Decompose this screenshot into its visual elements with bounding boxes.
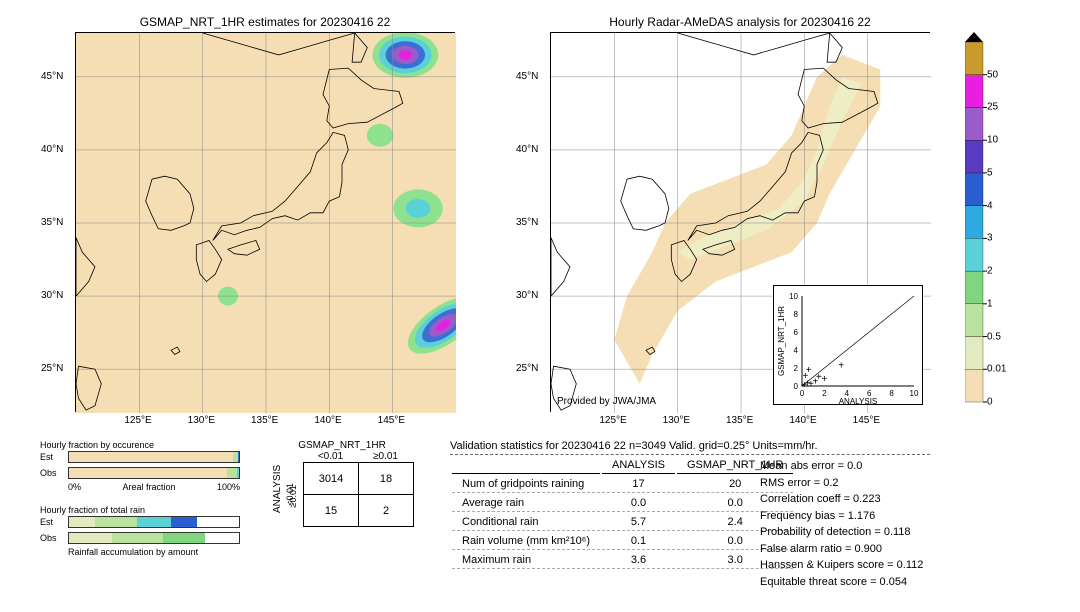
- svg-text:10: 10: [789, 292, 798, 301]
- svg-text:GSMAP_NRT_1HR: GSMAP_NRT_1HR: [777, 306, 786, 376]
- y-tick: 45°N: [41, 71, 63, 82]
- cb-tick: 4: [987, 200, 993, 211]
- stat-line: Probability of detection = 0.118: [760, 524, 923, 541]
- svg-text:2: 2: [794, 364, 799, 373]
- svg-text:+: +: [821, 374, 827, 385]
- scatter-inset: 00224466881010+++++++++ANALYSISGSMAP_NRT…: [773, 285, 923, 405]
- x-tick: 145°E: [378, 415, 405, 426]
- map-left-svg: [76, 33, 456, 413]
- val-a: 0.0: [602, 495, 675, 512]
- stat-line: Equitable threat score = 0.054: [760, 574, 923, 591]
- est-label: Est: [40, 452, 68, 462]
- map-right-title: Hourly Radar-AMeDAS analysis for 2023041…: [609, 15, 870, 29]
- validation-title: Validation statistics for 20230416 22 n=…: [450, 440, 930, 455]
- est-label-2: Est: [40, 517, 68, 527]
- val-col-0: ANALYSIS: [602, 457, 675, 474]
- svg-text:6: 6: [794, 328, 799, 337]
- val-a: 5.7: [602, 514, 675, 531]
- fraction-total-rain: Hourly fraction of total rain Est Obs Ra…: [40, 505, 240, 557]
- svg-text:+: +: [806, 365, 812, 376]
- cb-tick: 3: [987, 233, 993, 244]
- val-a: 17: [602, 476, 675, 493]
- stat-line: Correlation coeff = 0.223: [760, 491, 923, 508]
- obs-label-2: Obs: [40, 533, 68, 543]
- stat-line: RMS error = 0.2: [760, 475, 923, 492]
- x-tick: 145°E: [853, 415, 880, 426]
- fraction-rain-footer: Rainfall accumulation by amount: [40, 547, 240, 557]
- ct-col-1: ≥0.01: [358, 451, 413, 462]
- occ-axis-left: 0%: [68, 482, 81, 492]
- fraction-occurrence: Hourly fraction by occurence Est Obs 0% …: [40, 440, 240, 492]
- val-label: Average rain: [452, 495, 600, 512]
- x-tick: 140°E: [314, 415, 341, 426]
- cb-tick: 0.01: [987, 364, 1006, 375]
- svg-text:8: 8: [794, 310, 799, 319]
- map-right: Hourly Radar-AMeDAS analysis for 2023041…: [550, 32, 930, 412]
- cb-tick: 25: [987, 102, 998, 113]
- fraction-rain-title: Hourly fraction of total rain: [40, 505, 240, 515]
- cb-tick: 1: [987, 298, 993, 309]
- val-label: Conditional rain: [452, 514, 600, 531]
- cb-tick: 0: [987, 397, 993, 408]
- svg-text:ANALYSIS: ANALYSIS: [839, 397, 878, 406]
- cb-tick: 2: [987, 266, 993, 277]
- y-tick: 40°N: [516, 144, 538, 155]
- cb-tick: 10: [987, 135, 998, 146]
- y-tick: 45°N: [516, 71, 538, 82]
- contingency-col-header: GSMAP_NRT_1HR: [270, 440, 414, 451]
- cb-tick: 50: [987, 69, 998, 80]
- y-tick: 40°N: [41, 144, 63, 155]
- map-left: GSMAP_NRT_1HR estimates for 20230416 22 …: [75, 32, 455, 412]
- map-left-title: GSMAP_NRT_1HR estimates for 20230416 22: [140, 15, 391, 29]
- obs-label: Obs: [40, 468, 68, 478]
- x-tick: 130°E: [663, 415, 690, 426]
- val-a: 0.1: [602, 533, 675, 550]
- svg-text:0: 0: [794, 382, 799, 391]
- x-tick: 130°E: [188, 415, 215, 426]
- svg-text:4: 4: [794, 346, 799, 355]
- svg-text:+: +: [838, 360, 844, 371]
- y-tick: 30°N: [41, 290, 63, 301]
- val-label: Rain volume (mm km²10⁶): [452, 533, 600, 550]
- x-tick: 135°E: [726, 415, 753, 426]
- provided-by: Provided by JWA/JMA: [557, 396, 656, 407]
- val-label: Maximum rain: [452, 552, 600, 569]
- ct-col-0: <0.01: [303, 451, 358, 462]
- svg-text:8: 8: [889, 389, 894, 398]
- val-a: 3.6: [602, 552, 675, 569]
- contingency-row-header: ANALYSIS: [270, 451, 285, 527]
- y-tick: 30°N: [516, 290, 538, 301]
- occ-axis-label: Areal fraction: [122, 482, 175, 492]
- stat-line: Frequency bias = 1.176: [760, 508, 923, 525]
- svg-text:2: 2: [822, 389, 827, 398]
- val-label: Num of gridpoints raining: [452, 476, 600, 493]
- ct-cell-01: 18: [359, 463, 414, 495]
- x-tick: 135°E: [251, 415, 278, 426]
- stats-list: Mean abs error = 0.0RMS error = 0.2Corre…: [760, 458, 923, 590]
- ct-cell-00: 3014: [304, 463, 359, 495]
- svg-text:10: 10: [910, 389, 919, 398]
- contingency-table: GSMAP_NRT_1HR ANALYSIS <0.01 ≥0.01 <0.01…: [270, 440, 414, 527]
- stat-line: Mean abs error = 0.0: [760, 458, 923, 475]
- colorbar: 0 0.01 0.5 1 2 3 4 5 10 25 50: [965, 32, 1025, 412]
- y-tick: 25°N: [41, 363, 63, 374]
- occ-axis-right: 100%: [217, 482, 240, 492]
- cb-tick: 0.5: [987, 331, 1001, 342]
- fraction-occ-title: Hourly fraction by occurence: [40, 440, 240, 450]
- cb-tick: 5: [987, 167, 993, 178]
- ct-cell-10: 15: [304, 495, 359, 527]
- x-tick: 125°E: [599, 415, 626, 426]
- stat-line: False alarm ratio = 0.900: [760, 541, 923, 558]
- y-tick: 35°N: [41, 217, 63, 228]
- y-tick: 25°N: [516, 363, 538, 374]
- stat-line: Hanssen & Kuipers score = 0.112: [760, 557, 923, 574]
- y-tick: 35°N: [516, 217, 538, 228]
- ct-cell-11: 2: [359, 495, 414, 527]
- ct-row-1: ≥0.01: [288, 485, 298, 507]
- x-tick: 140°E: [789, 415, 816, 426]
- x-tick: 125°E: [124, 415, 151, 426]
